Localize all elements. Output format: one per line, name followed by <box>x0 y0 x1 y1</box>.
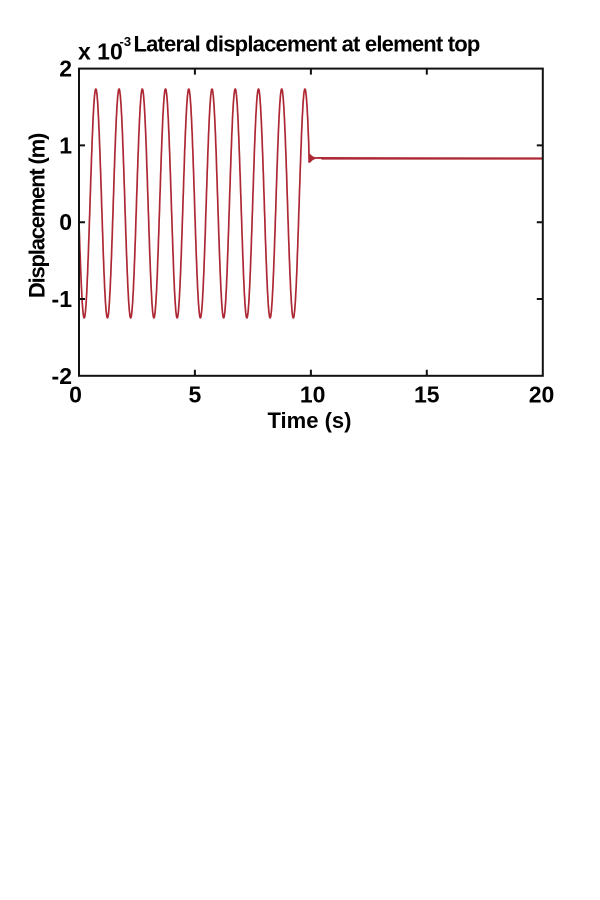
svg-text:0: 0 <box>59 209 72 235</box>
svg-text:0: 0 <box>69 382 82 408</box>
svg-text:Lateral displacement at elemen: Lateral displacement at element top <box>133 32 479 57</box>
svg-text:20: 20 <box>529 382 555 408</box>
svg-text:-3: -3 <box>120 34 132 49</box>
svg-text:Time (s): Time (s) <box>268 408 352 433</box>
svg-text:x 10: x 10 <box>78 39 123 65</box>
svg-text:-1: -1 <box>52 286 73 312</box>
svg-text:5: 5 <box>189 382 202 408</box>
svg-text:2: 2 <box>59 56 72 82</box>
svg-text:15: 15 <box>414 382 440 408</box>
svg-text:-2: -2 <box>52 363 72 389</box>
svg-text:10: 10 <box>300 382 326 408</box>
svg-text:1: 1 <box>59 132 72 158</box>
svg-text:Displacement (m): Displacement (m) <box>25 133 50 298</box>
